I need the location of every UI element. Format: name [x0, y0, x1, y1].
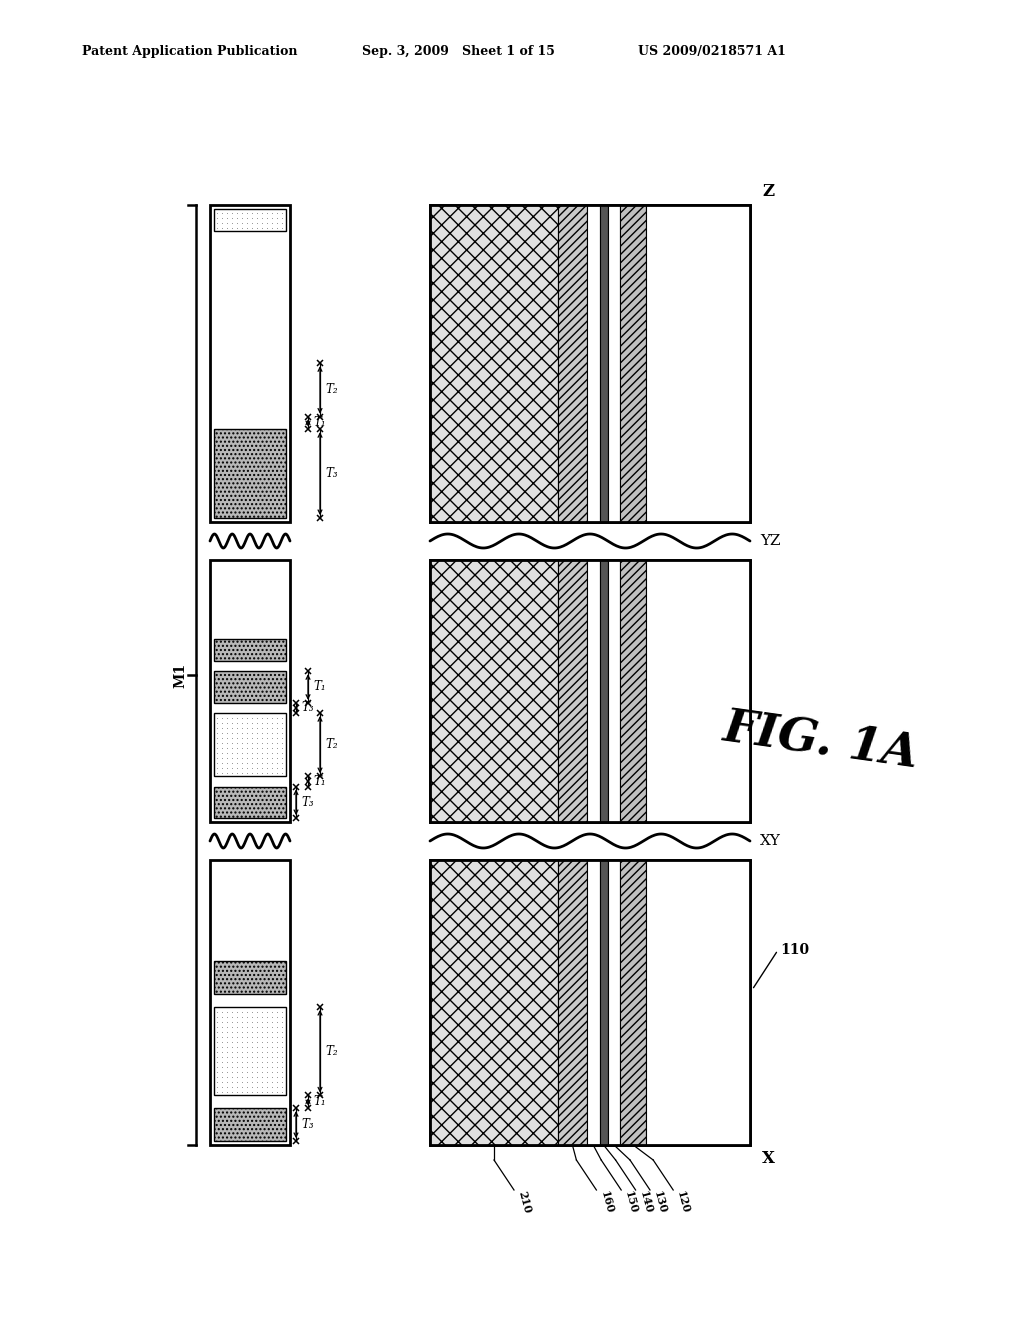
- Bar: [558, 205, 587, 521]
- Text: Sep. 3, 2009   Sheet 1 of 15: Sep. 3, 2009 Sheet 1 of 15: [362, 45, 555, 58]
- Bar: [214, 209, 286, 231]
- Text: T₃: T₃: [301, 701, 313, 714]
- Bar: [607, 560, 621, 822]
- Bar: [214, 787, 286, 818]
- Bar: [621, 560, 646, 822]
- Text: 140: 140: [638, 1191, 654, 1216]
- Bar: [214, 1109, 286, 1140]
- Text: 160: 160: [598, 1191, 615, 1216]
- Bar: [210, 560, 290, 822]
- Text: T₃: T₃: [301, 1118, 313, 1131]
- Text: T₂: T₂: [325, 1044, 338, 1057]
- Bar: [587, 861, 600, 1144]
- Bar: [214, 639, 286, 661]
- Text: Z: Z: [762, 183, 774, 201]
- Text: US 2009/0218571 A1: US 2009/0218571 A1: [638, 45, 785, 58]
- Bar: [214, 1007, 286, 1096]
- Text: X: X: [762, 1150, 775, 1167]
- Bar: [430, 205, 750, 521]
- Bar: [430, 205, 750, 521]
- Bar: [587, 205, 600, 521]
- Bar: [430, 861, 750, 1144]
- Text: 120: 120: [675, 1191, 692, 1214]
- Bar: [430, 861, 558, 1144]
- Text: 110: 110: [780, 942, 809, 957]
- Bar: [430, 560, 558, 822]
- Text: 210: 210: [516, 1191, 532, 1214]
- Text: YZ: YZ: [760, 535, 780, 548]
- Bar: [214, 961, 286, 994]
- Text: 130: 130: [652, 1191, 669, 1216]
- Bar: [214, 429, 286, 517]
- Bar: [646, 560, 750, 822]
- Bar: [558, 560, 587, 822]
- Bar: [430, 861, 750, 1144]
- Text: T₂: T₂: [325, 738, 338, 751]
- Text: Patent Application Publication: Patent Application Publication: [82, 45, 298, 58]
- Bar: [430, 205, 558, 521]
- Text: T₂: T₂: [325, 383, 338, 396]
- Bar: [210, 205, 290, 521]
- Bar: [587, 560, 600, 822]
- Bar: [430, 560, 750, 822]
- Text: T₁: T₁: [313, 775, 326, 788]
- Bar: [607, 861, 621, 1144]
- Text: M1: M1: [173, 663, 187, 688]
- Bar: [210, 861, 290, 1144]
- Text: T₁: T₁: [313, 416, 326, 429]
- Text: T₁: T₁: [313, 1096, 326, 1109]
- Text: T₁: T₁: [313, 681, 326, 693]
- Bar: [600, 560, 607, 822]
- Bar: [430, 560, 750, 822]
- Text: T₃: T₃: [325, 467, 338, 480]
- Text: XY: XY: [760, 834, 781, 847]
- Bar: [621, 861, 646, 1144]
- Bar: [607, 205, 621, 521]
- Bar: [646, 205, 750, 521]
- Bar: [214, 672, 286, 702]
- Bar: [621, 205, 646, 521]
- Bar: [600, 205, 607, 521]
- Bar: [646, 861, 750, 1144]
- Bar: [558, 861, 587, 1144]
- Bar: [600, 861, 607, 1144]
- Text: 150: 150: [624, 1191, 640, 1216]
- Bar: [214, 713, 286, 776]
- Text: T₃: T₃: [301, 796, 313, 809]
- Text: FIG. 1A: FIG. 1A: [719, 704, 921, 776]
